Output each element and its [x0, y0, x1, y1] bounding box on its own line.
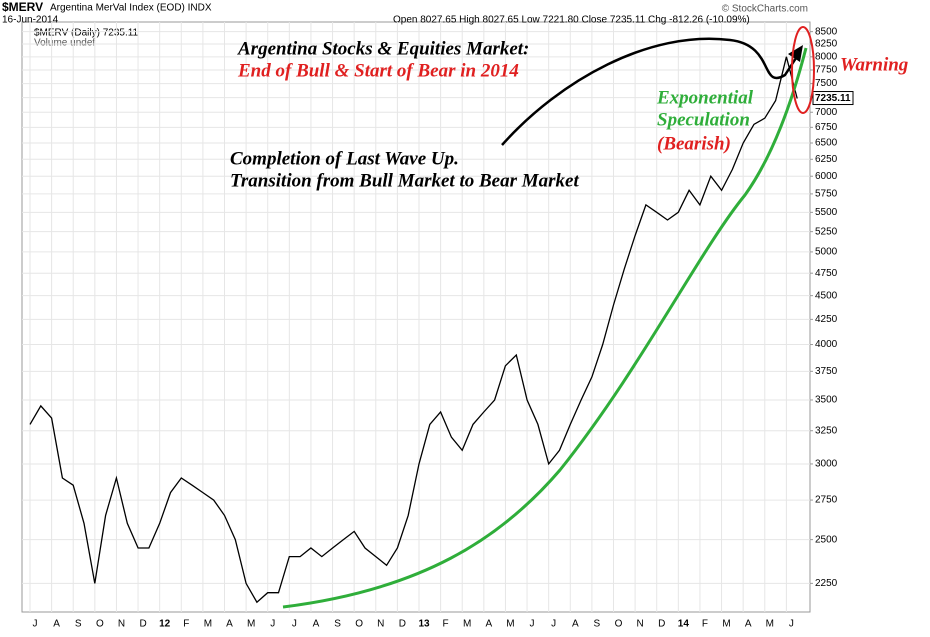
y-tick-label: 4750	[815, 268, 838, 279]
annotation: Speculation	[657, 109, 750, 130]
x-tick-label: F	[183, 619, 189, 630]
annotation: Transition from Bull Market to Bear Mark…	[230, 170, 579, 191]
y-tick-label: 2250	[815, 578, 838, 589]
y-tick-label: 7000	[815, 107, 838, 118]
x-tick-label: M	[506, 619, 514, 630]
last-price-box	[812, 91, 854, 106]
trend-curve	[282, 47, 808, 609]
x-tick-label: S	[594, 619, 601, 630]
annotation: (Bearish)	[657, 133, 731, 154]
last-price-label: 7235.11	[815, 93, 851, 104]
x-tick-label: N	[377, 619, 384, 630]
x-tick-label: J	[270, 619, 275, 630]
y-tick-label: 5250	[815, 226, 838, 237]
arrow	[501, 37, 800, 146]
x-tick-label: J	[292, 619, 297, 630]
x-tick-label: 13	[418, 619, 430, 630]
plot-frame	[21, 21, 811, 613]
y-tick-label: 6750	[815, 122, 838, 133]
y-tick-label: 5000	[815, 247, 838, 258]
x-tick-label: D	[399, 619, 406, 630]
y-tick-label: 3750	[815, 366, 838, 377]
y-tick-label: 4000	[815, 339, 838, 350]
x-tick-label: S	[75, 619, 82, 630]
x-tick-label: M	[463, 619, 471, 630]
x-tick-label: A	[572, 619, 579, 630]
x-tick-label: J	[530, 619, 535, 630]
y-tick-label: 5750	[815, 189, 838, 200]
warning-ellipse	[791, 26, 815, 114]
date: 16-Jun-2014	[2, 15, 59, 26]
x-tick-label: F	[443, 619, 449, 630]
y-tick-label: 2750	[815, 495, 838, 506]
x-tick-label: A	[226, 619, 233, 630]
y-tick-label: 2500	[815, 534, 838, 545]
source: © StockCharts.com	[722, 4, 808, 15]
y-tick-label: 7500	[815, 78, 838, 89]
x-tick-label: S	[334, 619, 341, 630]
x-tick-label: M	[766, 619, 774, 630]
y-tick-label: 3250	[815, 425, 838, 436]
y-tick-label: 8250	[815, 39, 838, 50]
x-tick-label: D	[139, 619, 146, 630]
price-line	[29, 56, 798, 604]
x-tick-label: A	[313, 619, 320, 630]
x-tick-label: N	[118, 619, 125, 630]
symbol: $MERV	[2, 0, 43, 14]
x-tick-label: 12	[159, 619, 171, 630]
y-tick-label: 4250	[815, 314, 838, 325]
x-tick-label: O	[615, 619, 623, 630]
x-tick-label: J	[789, 619, 794, 630]
x-tick-label: M	[722, 619, 730, 630]
y-tick-label: 8500	[815, 26, 838, 37]
y-tick-label: 8000	[815, 51, 838, 62]
x-tick-label: N	[636, 619, 643, 630]
x-tick-label: M	[204, 619, 212, 630]
annotation: Argentina Stocks & Equities Market:	[237, 38, 529, 59]
x-tick-label: O	[355, 619, 363, 630]
x-tick-label: J	[33, 619, 38, 630]
annotation: End of Bull & Start of Bear in 2014	[237, 60, 519, 81]
y-tick-label: 5500	[815, 207, 838, 218]
x-tick-label: 14	[678, 619, 690, 630]
x-tick-label: D	[658, 619, 665, 630]
annotation: Completion of Last Wave Up.	[230, 148, 459, 169]
quote: Open 8027.65 High 8027.65 Low 7221.80 Cl…	[393, 15, 750, 26]
arrow-head	[788, 45, 803, 62]
x-tick-label: A	[53, 619, 60, 630]
y-tick-label: 6000	[815, 171, 838, 182]
x-tick-label: M	[247, 619, 255, 630]
y-tick-label: 4500	[815, 290, 838, 301]
x-tick-label: A	[745, 619, 752, 630]
y-tick-label: 7750	[815, 65, 838, 76]
y-tick-label: 3500	[815, 395, 838, 406]
volume-note: Volume undef	[34, 38, 95, 49]
x-tick-label: A	[485, 619, 492, 630]
y-tick-label: 3000	[815, 459, 838, 470]
legend-entry: $MERV (Daily) 7235.11	[34, 28, 139, 39]
chart-title: Argentina MerVal Index (EOD) INDX	[50, 3, 212, 14]
annotation: Exponential	[656, 87, 754, 108]
x-tick-label: O	[96, 619, 104, 630]
annotation: Warning	[840, 54, 908, 75]
y-tick-label: 6500	[815, 138, 838, 149]
x-tick-label: J	[551, 619, 556, 630]
y-tick-label: 6250	[815, 154, 838, 165]
x-tick-label: F	[702, 619, 708, 630]
